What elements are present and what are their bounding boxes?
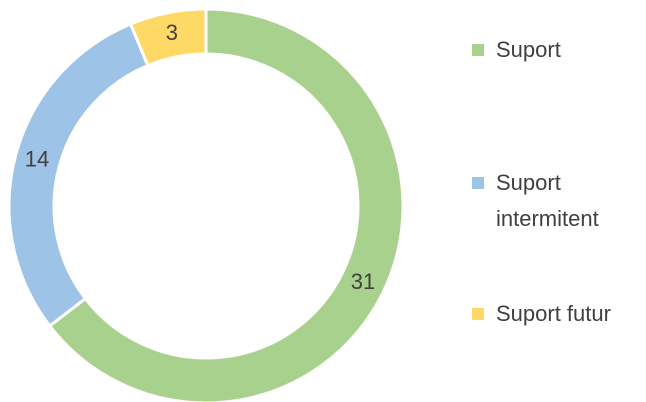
legend-swatch: [472, 44, 484, 56]
donut-segment: [128, 7, 208, 68]
donut-segment: [47, 7, 405, 402]
data-label: 31: [351, 269, 375, 294]
legend-label: Suport intermitent: [496, 170, 599, 231]
legend-item: Suport intermitent: [472, 165, 642, 237]
donut-segment: [7, 22, 150, 329]
legend-swatch: [472, 177, 484, 189]
data-label: 14: [25, 147, 49, 172]
legend-item: Suport: [472, 32, 642, 68]
legend-label: Suport futur: [496, 301, 611, 326]
legend-label: Suport: [496, 37, 561, 62]
legend-swatch: [472, 308, 484, 320]
data-label: 3: [166, 20, 178, 45]
legend-item: Suport futur: [472, 296, 642, 332]
